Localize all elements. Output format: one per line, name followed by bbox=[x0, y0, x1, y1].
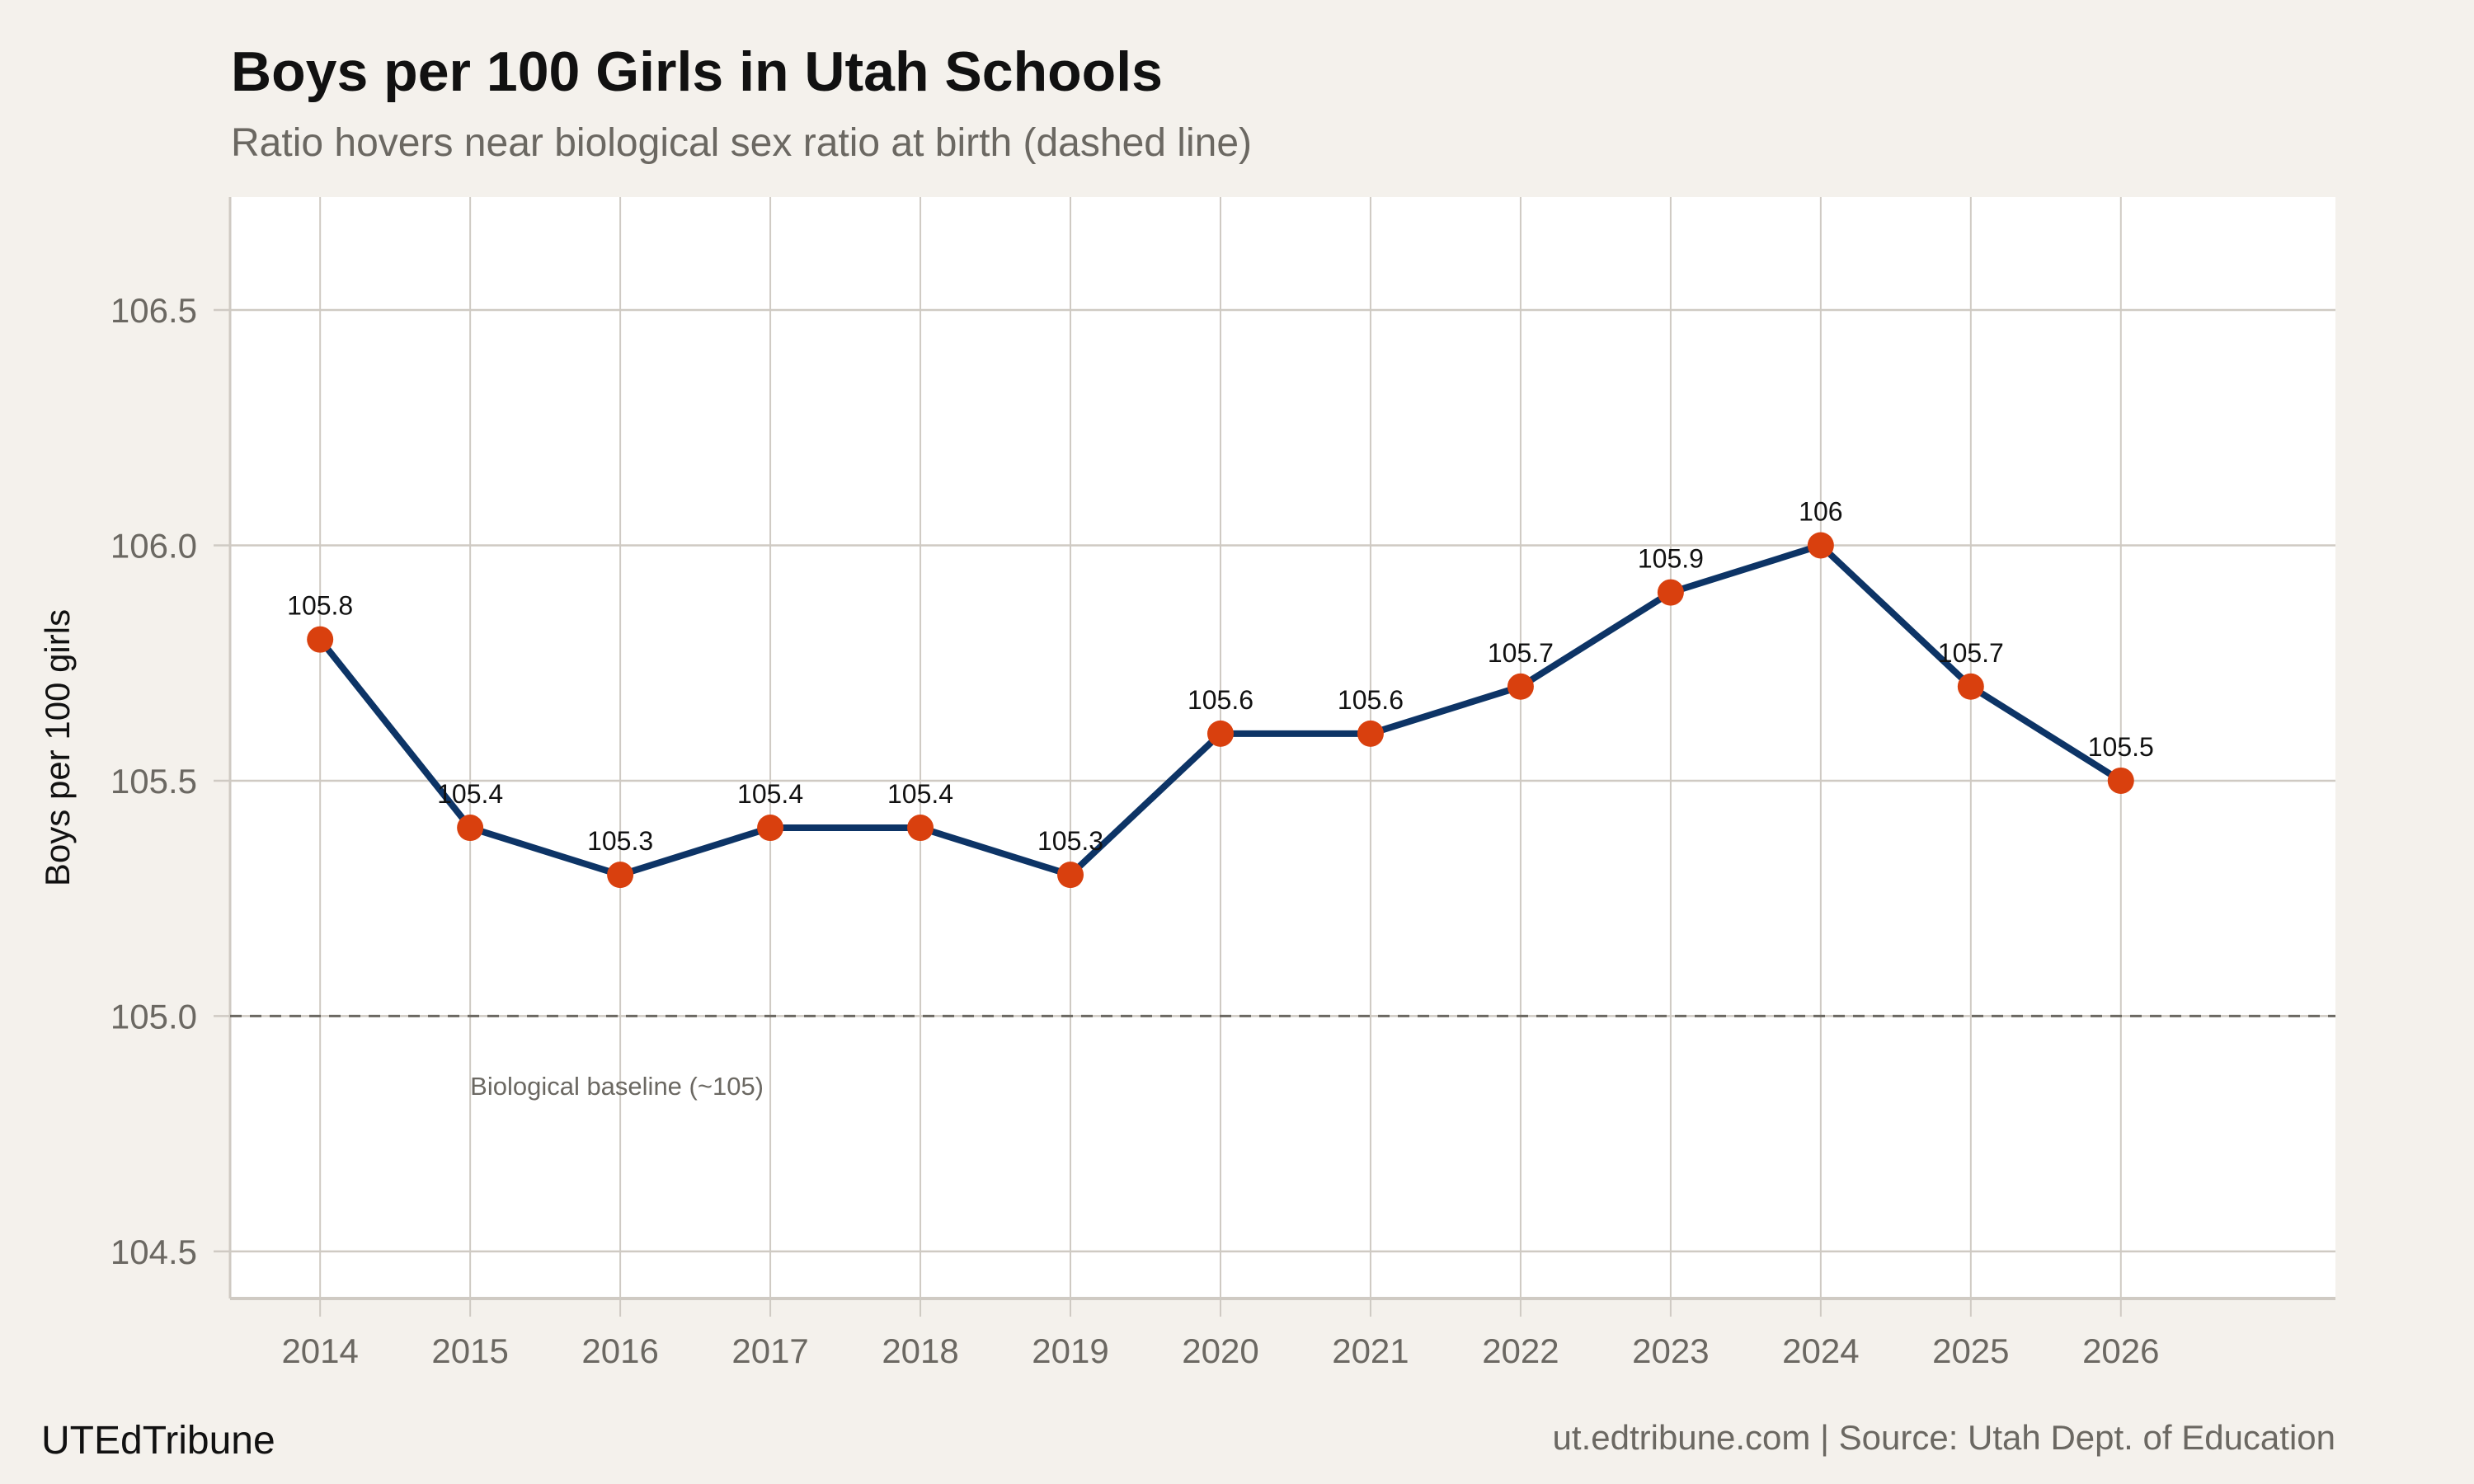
data-point bbox=[1957, 673, 1984, 700]
y-tick-label: 106.5 bbox=[111, 291, 197, 330]
data-label: 105.4 bbox=[737, 779, 803, 809]
x-tick-label: 2024 bbox=[1782, 1331, 1859, 1370]
x-tick-label: 2014 bbox=[281, 1331, 358, 1370]
data-point bbox=[1057, 862, 1084, 889]
data-label: 105.4 bbox=[437, 779, 503, 809]
data-label: 105.7 bbox=[1938, 638, 2004, 668]
y-axis-label: Boys per 100 girls bbox=[38, 609, 77, 886]
plot-panel bbox=[230, 197, 2335, 1298]
y-tick-label: 105.5 bbox=[111, 762, 197, 801]
x-tick-label: 2020 bbox=[1182, 1331, 1258, 1370]
source-credit: ut.edtribune.com | Source: Utah Dept. of… bbox=[1553, 1418, 2335, 1457]
y-tick-label: 106.0 bbox=[111, 526, 197, 565]
data-label: 105.8 bbox=[287, 591, 353, 621]
y-tick-label: 105.0 bbox=[111, 997, 197, 1036]
data-point bbox=[907, 815, 934, 842]
axes: 2014 2015 2016 2017 2018 2019 2020 2021 2022 2023… bbox=[111, 197, 2335, 1370]
grid bbox=[214, 197, 2335, 1317]
chart-title: Boys per 100 Girls in Utah Schools bbox=[231, 40, 1163, 103]
data-label: 105.7 bbox=[1488, 638, 1554, 668]
data-label: 105.3 bbox=[587, 826, 653, 856]
x-tick-label: 2023 bbox=[1632, 1331, 1709, 1370]
data-label: 105.6 bbox=[1338, 685, 1404, 715]
data-point bbox=[1807, 532, 1834, 559]
data-point bbox=[607, 862, 634, 889]
x-tick-label: 2025 bbox=[1932, 1331, 2009, 1370]
x-tick-label: 2017 bbox=[731, 1331, 808, 1370]
x-tick-label: 2022 bbox=[1482, 1331, 1559, 1370]
baseline-annotation: Biological baseline (~105) bbox=[470, 1072, 764, 1101]
brand-logo: UTEdTribune bbox=[41, 1419, 275, 1463]
data-point bbox=[457, 815, 484, 842]
y-tick-label: 104.5 bbox=[111, 1233, 197, 1271]
x-tick-label: 2015 bbox=[431, 1331, 508, 1370]
data-label: 105.3 bbox=[1037, 826, 1103, 856]
data-point bbox=[757, 815, 784, 842]
x-tick-label: 2021 bbox=[1332, 1331, 1409, 1370]
data-point bbox=[307, 626, 334, 653]
data-label: 105.6 bbox=[1188, 685, 1253, 715]
x-tick-label: 2019 bbox=[1032, 1331, 1108, 1370]
data-label: 105.5 bbox=[2088, 732, 2154, 762]
chart-subtitle: Ratio hovers near biological sex ratio a… bbox=[231, 121, 1252, 165]
series: 105.8 105.4 105.3 105.4 105.4 105.3 105.6 105.6… bbox=[230, 496, 2335, 1017]
data-label: 106 bbox=[1799, 496, 1842, 526]
data-label: 105.9 bbox=[1638, 544, 1704, 574]
x-tick-label: 2016 bbox=[581, 1331, 658, 1370]
x-tick-label: 2026 bbox=[2082, 1331, 2159, 1370]
data-point bbox=[1357, 720, 1384, 747]
data-label: 105.4 bbox=[887, 779, 953, 809]
data-point bbox=[2107, 767, 2134, 794]
data-point bbox=[1657, 579, 1684, 606]
x-tick-label: 2018 bbox=[882, 1331, 958, 1370]
data-point bbox=[1507, 673, 1534, 700]
data-point bbox=[1206, 720, 1234, 747]
